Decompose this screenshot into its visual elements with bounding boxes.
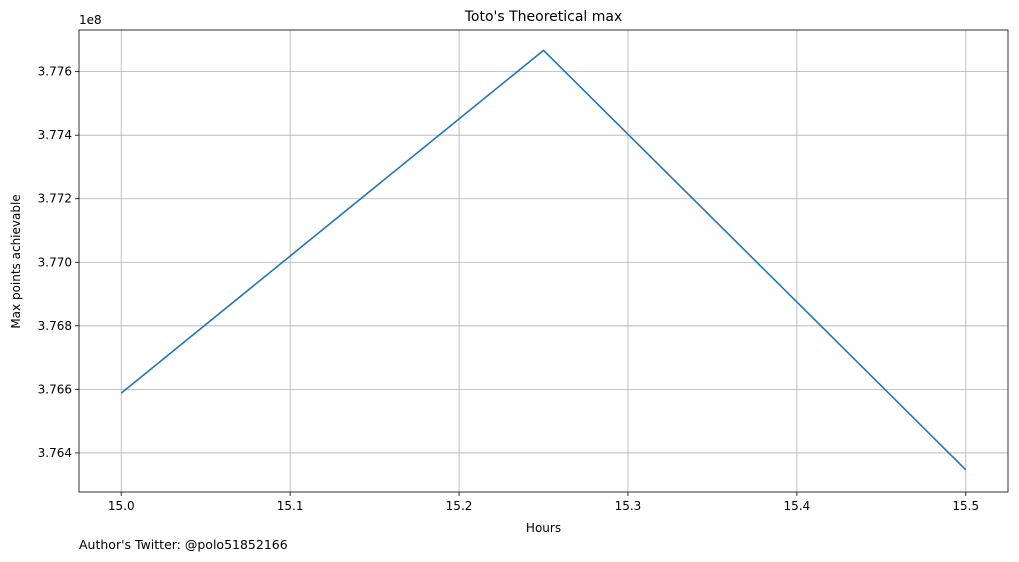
y-tick-label: 3.774 <box>38 128 72 142</box>
y-tick-label: 3.768 <box>38 319 72 333</box>
x-axis-title: Hours <box>526 521 561 535</box>
y-tick-label: 3.770 <box>38 255 72 269</box>
x-tick-label: 15.0 <box>108 499 135 513</box>
y-axis-offset-label: 1e8 <box>79 13 102 27</box>
y-tick-label: 3.776 <box>38 65 72 79</box>
y-tick-label: 3.772 <box>38 192 72 206</box>
x-tick-label: 15.5 <box>952 499 979 513</box>
x-tick-label: 15.2 <box>446 499 473 513</box>
y-tick-label: 3.766 <box>38 382 72 396</box>
y-tick-label: 3.764 <box>38 446 72 460</box>
axis-ticks: 15.0 15.1 15.2 15.3 15.4 15.5 3.764 3.766 3.768 3… <box>38 65 979 513</box>
plot-area-frame <box>78 29 1009 493</box>
grid-lines <box>79 30 1008 492</box>
x-tick-label: 15.4 <box>784 499 811 513</box>
chart-title: Toto's Theoretical max <box>464 9 623 25</box>
x-tick-label: 15.1 <box>277 499 304 513</box>
y-axis-title: Max points achievable <box>9 194 23 328</box>
series-layer <box>120 49 967 471</box>
author-credit: Author's Twitter: @polo51852166 <box>79 537 288 552</box>
series-line <box>120 49 967 471</box>
x-tick-label: 15.3 <box>615 499 642 513</box>
